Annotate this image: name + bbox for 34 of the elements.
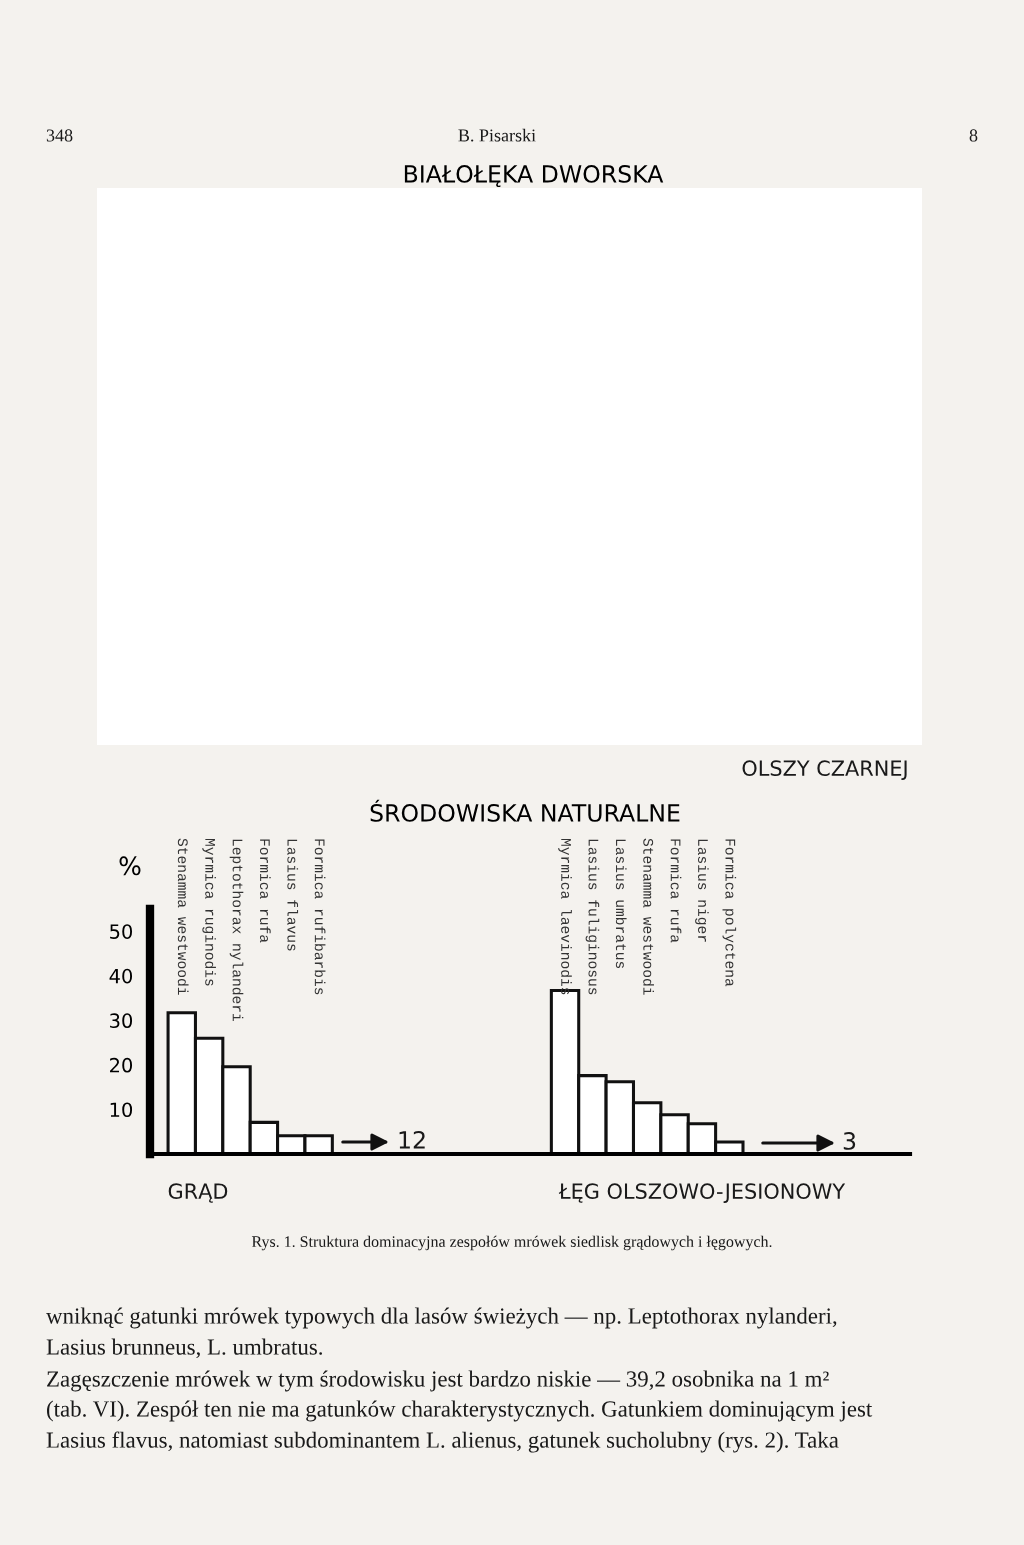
x-tick-label: Stenamma westwoodi [177, 838, 189, 995]
x-tick-label: Formica polyctena [722, 839, 737, 987]
y-tick-label: 30 [110, 1013, 133, 1029]
x-tick-label: Myrmica ruginodis [202, 838, 216, 986]
text: wniknąć gatunki mrówek typowych dla lasów świeżych — np. Leptothorax nylanderi, [46, 1307, 837, 1329]
text: Rys. 1. Struktura dominacyjna zespołów mrówek siedlisk grądowych i łęgowych. [251, 1235, 772, 1251]
x-tick-label: Lasius fuliginosus [585, 839, 600, 995]
chart-subtitle: ŚRODOWISKA NATURALNE [370, 799, 680, 822]
x-tick-label: Lasius niger [695, 839, 709, 942]
x-tick-label: Lasius umbratus [615, 839, 627, 969]
text: Lasius brunneus, L. umbratus. [46, 1338, 322, 1359]
chart-title: BIAŁOŁĘKA DWORSKA [404, 164, 664, 188]
text: 8 [969, 129, 978, 142]
y-tick-label: 40 [109, 968, 133, 984]
y-tick-label: 20 [110, 1057, 133, 1073]
x-tick-label: Formica rufa [259, 839, 271, 943]
text: ŁĘG OLSZOWO-JESIONOWY [558, 1183, 846, 1203]
text: 3 [843, 1131, 856, 1150]
y-axis-title: % [119, 856, 141, 876]
annotation: 12 [399, 1130, 425, 1149]
text: 348 [46, 129, 73, 142]
text: Zagęszczenie mrówek w tym środowisku jest bardzo niskie — 39,2 osobnika na 1 m² [47, 1370, 829, 1392]
text: GRĄD [168, 1183, 228, 1203]
text: OLSZY CZARNEJ [742, 760, 907, 780]
y-tick-label: 10 [110, 1102, 133, 1118]
text: (tab. VI). Zespół ten nie ma gatunków charakterystycznych. Gatunkiem dominującym jest [47, 1400, 873, 1422]
x-tick-label: Leptothorax nylanderi [229, 839, 244, 1022]
x-tick-label: Lasius flavus [287, 839, 299, 951]
x-tick-label: Formica rufa [670, 839, 682, 943]
x-tick-label: Stenamma westwoodi [643, 838, 654, 995]
text: B. Pisarski [458, 128, 536, 142]
y-tick-label: 50 [110, 924, 133, 939]
text: Lasius flavus, natomiast subdominantem L. alienus, gatunek sucholubny (rys. 2). Taka [46, 1431, 839, 1453]
x-tick-label: Formica rufibarbis [314, 839, 326, 995]
